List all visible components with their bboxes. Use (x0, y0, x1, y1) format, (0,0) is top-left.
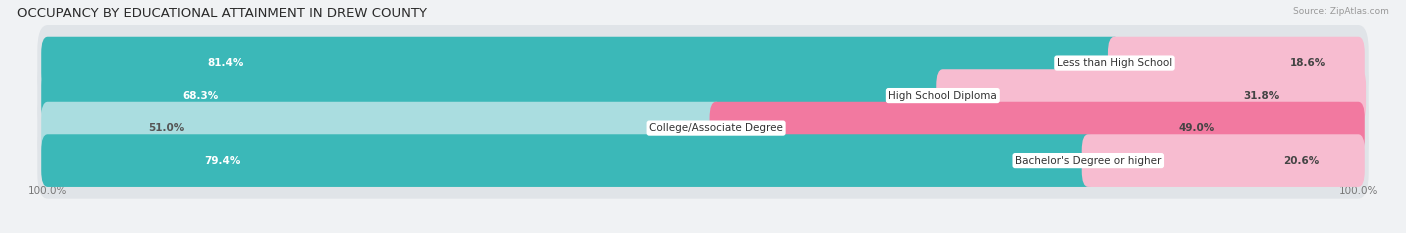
Text: Source: ZipAtlas.com: Source: ZipAtlas.com (1294, 7, 1389, 16)
Text: 49.0%: 49.0% (1178, 123, 1215, 133)
FancyBboxPatch shape (38, 25, 1368, 101)
FancyBboxPatch shape (1081, 134, 1365, 187)
FancyBboxPatch shape (41, 37, 1121, 89)
Text: 20.6%: 20.6% (1282, 156, 1319, 166)
FancyBboxPatch shape (38, 90, 1368, 166)
FancyBboxPatch shape (41, 69, 949, 122)
FancyBboxPatch shape (41, 134, 1095, 187)
Text: Bachelor's Degree or higher: Bachelor's Degree or higher (1015, 156, 1161, 166)
Text: 68.3%: 68.3% (181, 91, 218, 101)
FancyBboxPatch shape (38, 58, 1368, 134)
Text: 81.4%: 81.4% (208, 58, 245, 68)
Text: College/Associate Degree: College/Associate Degree (650, 123, 783, 133)
Text: 31.8%: 31.8% (1243, 91, 1279, 101)
FancyBboxPatch shape (38, 123, 1368, 199)
FancyBboxPatch shape (710, 102, 1365, 154)
Text: Less than High School: Less than High School (1057, 58, 1173, 68)
Text: 51.0%: 51.0% (148, 123, 184, 133)
FancyBboxPatch shape (936, 69, 1367, 122)
FancyBboxPatch shape (41, 102, 723, 154)
Text: OCCUPANCY BY EDUCATIONAL ATTAINMENT IN DREW COUNTY: OCCUPANCY BY EDUCATIONAL ATTAINMENT IN D… (17, 7, 427, 20)
Text: 79.4%: 79.4% (204, 156, 240, 166)
FancyBboxPatch shape (1108, 37, 1365, 89)
Text: 18.6%: 18.6% (1289, 58, 1326, 68)
Text: High School Diploma: High School Diploma (889, 91, 997, 101)
